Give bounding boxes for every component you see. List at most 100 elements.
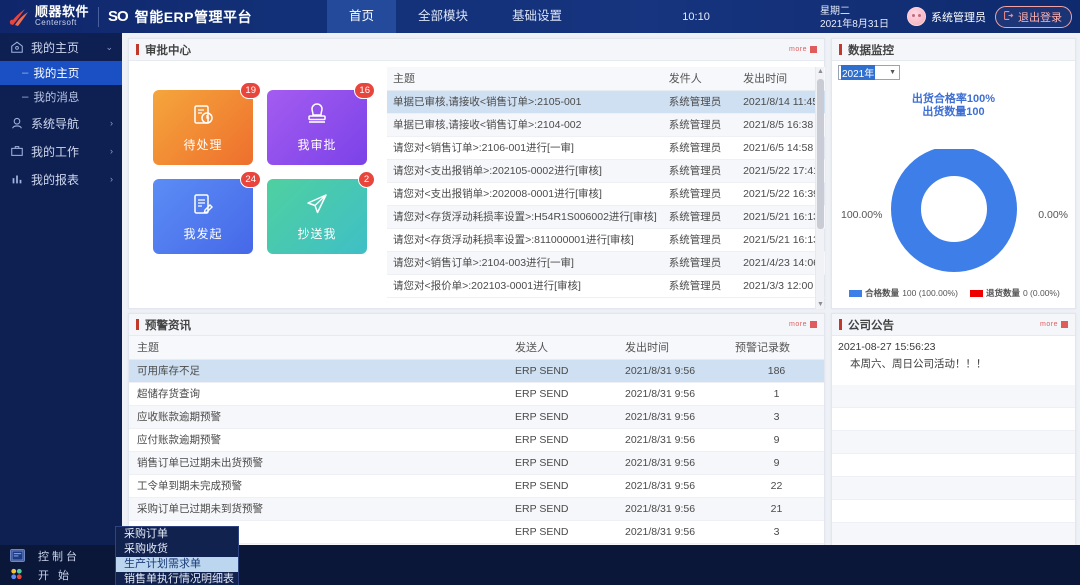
approval-card-pending[interactable]: 19 待处理 xyxy=(153,82,261,165)
brand-logo[interactable]: 顺器软件 Centersoft SO 智能ERP管理平台 xyxy=(0,0,252,33)
shipment-rate-text: 出货合格率100% xyxy=(911,93,996,105)
nav-item-basic-settings[interactable]: 基础设置 xyxy=(512,9,563,23)
context-menu-item-sales-detail-report[interactable]: 销售单执行情况明细表 xyxy=(124,573,234,585)
table-row[interactable]: 应付账款逾期预警 ERP SEND 2021/8/31 9:56 9 xyxy=(129,428,824,452)
table-row[interactable]: 请您对<存货浮动耗损率设置>:811000001进行[审核] 系统管理员 202… xyxy=(387,228,825,252)
accent-bar xyxy=(839,319,842,330)
company-logo-icon xyxy=(6,4,32,30)
col-sender: 发件人 xyxy=(662,67,738,91)
table-row[interactable]: 超储存货查询 ERP SEND 2021/8/31 9:56 1 xyxy=(129,382,824,406)
sidebar-item-my-reports[interactable]: 我的报表 › xyxy=(0,165,122,193)
taskbar-left-group: 控制台 开 始 xyxy=(0,546,122,584)
scroll-thumb[interactable] xyxy=(817,79,824,229)
approval-scrollbar[interactable]: ▲ ▼ xyxy=(815,67,824,309)
cell-sender: ERP SEND xyxy=(509,451,619,475)
table-row[interactable]: 请您对<销售订单>:2104-003进行[一审] 系统管理员 2021/4/23… xyxy=(387,251,825,275)
notice-item[interactable]: 2021-08-27 15:56:23 本周六、周日公司活动！！！ xyxy=(832,336,1075,371)
sidebar-item-my-homepage[interactable]: 我的主页 ⌄ xyxy=(0,33,122,61)
warning-panel-header: 预警资讯 more xyxy=(129,314,824,336)
scroll-up-arrow-icon[interactable]: ▲ xyxy=(817,68,824,75)
cell-time: 2021/5/22 17:41 xyxy=(737,159,825,183)
table-row[interactable]: 应收账款逾期预警 ERP SEND 2021/8/31 9:56 3 xyxy=(129,405,824,429)
more-label: more xyxy=(789,321,807,328)
cell-sender: 系统管理员 xyxy=(662,251,738,275)
cell-sender: ERP SEND xyxy=(509,497,619,521)
donut-chart: 100.00% 0.00% xyxy=(832,146,1077,284)
main-nav: 首页 全部模块 基础设置 xyxy=(327,0,584,33)
context-menu-item-production-plan[interactable]: 生产计划需求单 xyxy=(116,557,238,572)
chevron-right-icon: › xyxy=(110,146,113,156)
cell-subject: 工令单到期未完成预警 xyxy=(129,474,509,498)
cell-count: 3 xyxy=(729,405,824,429)
taskbar-start-button[interactable]: 开 始 xyxy=(0,565,122,584)
approval-table-body: 单据已审核,请接收<销售订单>:2105-001 系统管理员 2021/8/14… xyxy=(387,90,825,298)
table-row[interactable]: 可用库存不足 ERP SEND 2021/8/31 9:56 186 xyxy=(129,359,824,383)
sidebar-subitem-my-messages[interactable]: – 我的消息 xyxy=(0,85,122,109)
brand-divider xyxy=(98,6,100,27)
table-row[interactable]: 单据已审核,请接收<销售订单>:2105-001 系统管理员 2021/8/14… xyxy=(387,90,825,114)
legend-label: 合格数量 xyxy=(865,288,900,298)
cell-sender: ERP SEND xyxy=(509,405,619,429)
so-logo-icon: SO xyxy=(108,8,129,25)
logout-button[interactable]: 退出登录 xyxy=(994,5,1072,28)
avatar[interactable] xyxy=(906,7,926,26)
table-row[interactable]: 请您对<销售订单>:2106-001进行[一审] 系统管理员 2021/6/5 … xyxy=(387,136,825,160)
chart-icon xyxy=(9,172,25,186)
warning-more-button[interactable]: more xyxy=(789,321,817,328)
cell-sender: 系统管理员 xyxy=(662,159,738,183)
cell-subject: 销售订单已过期未出货预警 xyxy=(129,451,509,475)
cell-time: 2021/8/31 9:56 xyxy=(619,497,729,521)
sidebar-item-my-work[interactable]: 我的工作 › xyxy=(0,137,122,165)
sidebar-subitem-my-homepage[interactable]: – 我的主页 xyxy=(0,61,122,85)
approval-card-my-approval[interactable]: 16 我审批 xyxy=(267,82,375,165)
chevron-right-icon: › xyxy=(110,118,113,128)
home-icon xyxy=(9,40,25,54)
year-select-value: 2021年 xyxy=(841,65,876,80)
user-zone: 系统管理员 退出登录 xyxy=(906,5,1080,28)
taskbar-console-button[interactable]: 控制台 xyxy=(0,546,122,565)
notice-empty-row xyxy=(832,477,1075,500)
notice-empty-row xyxy=(832,523,1075,546)
cell-subject: 超储存货查询 xyxy=(129,382,509,406)
table-row[interactable]: ERP SEND 2021/8/31 9:56 3 xyxy=(129,520,824,544)
app-title: 智能ERP管理平台 xyxy=(134,8,252,25)
approval-more-button[interactable]: more xyxy=(789,46,817,53)
cell-sender: ERP SEND xyxy=(509,382,619,406)
table-row[interactable]: 工令单到期未完成预警 ERP SEND 2021/8/31 9:56 22 xyxy=(129,474,824,498)
legend-item-returned[interactable]: 退货数量 0 (0.00%) xyxy=(969,287,1060,299)
more-label: more xyxy=(1040,321,1058,328)
shipment-qty-text: 出货数量100 xyxy=(922,106,985,118)
table-row[interactable]: 请您对<存货浮动耗损率设置>:H54R1S006002进行[审核] 系统管理员 … xyxy=(387,205,825,229)
context-menu-item-purchase-order[interactable]: 采购订单 xyxy=(124,528,168,540)
sidebar-item-system-nav[interactable]: 系统导航 › xyxy=(0,109,122,137)
table-row[interactable]: 销售订单已过期未出货预警 ERP SEND 2021/8/31 9:56 9 xyxy=(129,451,824,475)
nav-item-home[interactable]: 首页 xyxy=(327,0,397,33)
cell-sender: ERP SEND xyxy=(509,520,619,544)
notice-more-button[interactable]: more xyxy=(1040,321,1068,328)
cell-subject: 可用库存不足 xyxy=(129,359,509,383)
cell-time: 2021/5/21 16:13 xyxy=(737,228,825,252)
year-select[interactable]: 2021年 ▼ xyxy=(838,65,900,80)
approval-card-label: 待处理 xyxy=(183,138,223,152)
table-row[interactable]: 请您对<支出报销单>:202105-0002进行[审核] 系统管理员 2021/… xyxy=(387,159,825,183)
start-icon xyxy=(10,568,25,581)
table-row[interactable]: 单据已审核,请接收<销售订单>:2104-002 系统管理员 2021/8/5 … xyxy=(387,113,825,137)
nav-item-all-modules[interactable]: 全部模块 xyxy=(418,9,469,23)
col-time: 发出时间 xyxy=(737,67,825,91)
table-row[interactable]: 请您对<报价单>:202103-0001进行[审核] 系统管理员 2021/3/… xyxy=(387,274,825,298)
warning-table-header-row: 主题 发送人 发出时间 预警记录数 xyxy=(129,336,824,360)
sidebar-label-system-nav: 系统导航 xyxy=(31,116,80,131)
sidebar-label-my-homepage: 我的主页 xyxy=(31,40,80,55)
approval-card-initiated[interactable]: 24 我发起 xyxy=(153,171,261,254)
context-menu-item-purchase-receipt[interactable]: 采购收货 xyxy=(124,543,168,555)
stamp-icon xyxy=(304,102,330,133)
donut-left-percent: 100.00% xyxy=(841,209,883,221)
legend-item-qualified[interactable]: 合格数量 100 (100.00%) xyxy=(849,287,958,299)
approval-card-cc-to-me[interactable]: 2 抄送我 xyxy=(267,171,375,254)
console-label: 控制台 xyxy=(38,550,80,563)
table-row[interactable]: 采购订单已过期未到货预警 ERP SEND 2021/8/31 9:56 21 xyxy=(129,497,824,521)
table-row[interactable]: 请您对<支出报销单>:202008-0001进行[审核] 系统管理员 2021/… xyxy=(387,182,825,206)
scroll-down-arrow-icon[interactable]: ▼ xyxy=(817,301,824,308)
logout-icon xyxy=(1003,10,1014,24)
